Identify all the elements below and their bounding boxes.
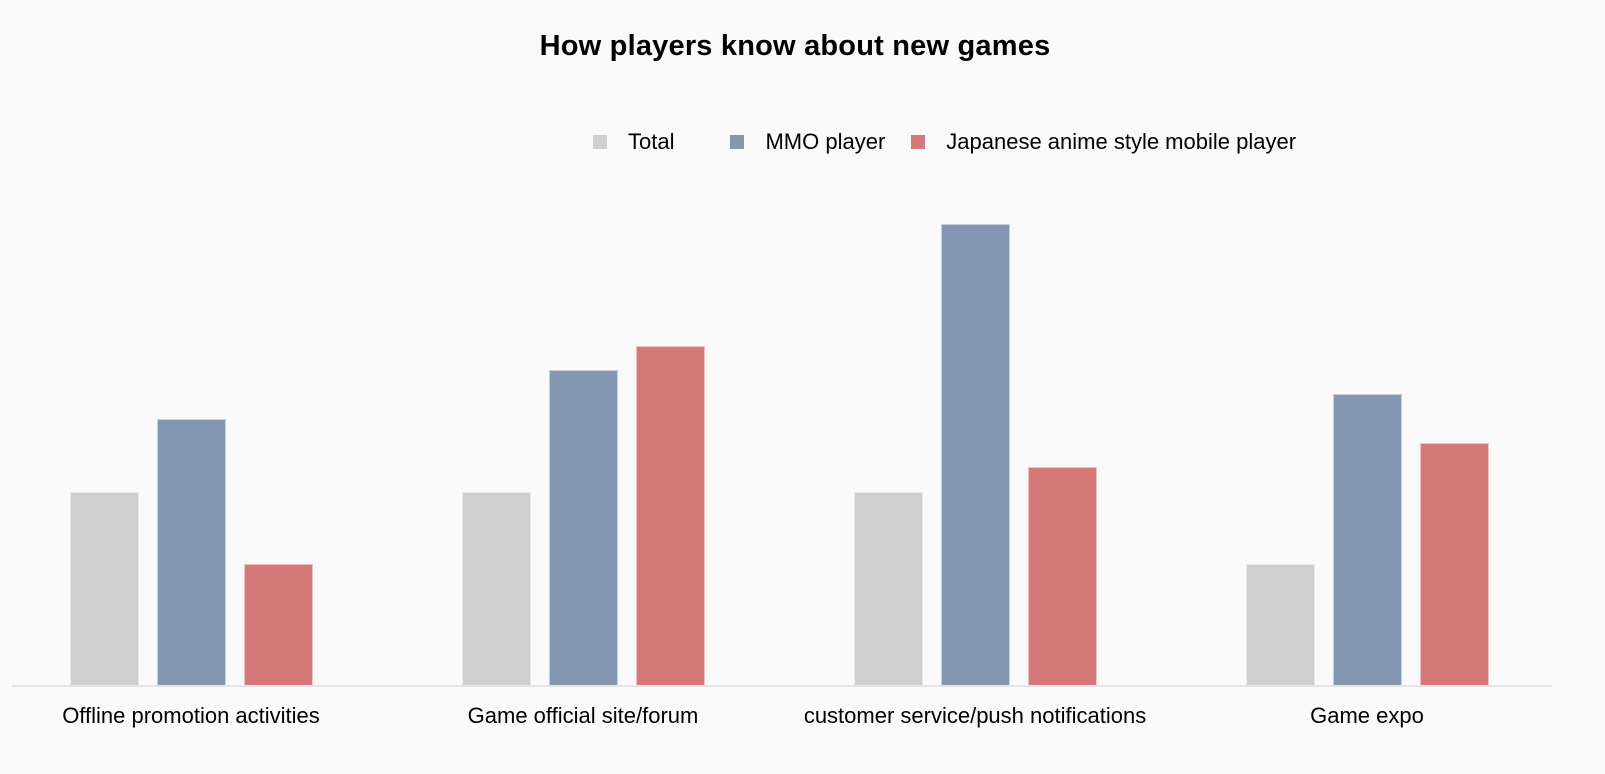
plot-area — [12, 180, 1552, 686]
bar-total-2 — [461, 492, 531, 686]
legend-swatch-total-icon — [593, 135, 607, 149]
bar-mmo-player-4 — [1332, 394, 1402, 686]
chart-title: How players know about new games — [539, 30, 1051, 62]
bar-total-4 — [1245, 564, 1315, 686]
bar-mmo-player-3 — [940, 224, 1010, 686]
legend-label-japanese-anime: Japanese anime style mobile player — [946, 129, 1297, 154]
x-axis-line — [12, 685, 1552, 687]
legend-label-mmo-player: MMO player — [765, 129, 886, 154]
x-axis-label: Game official site/forum — [467, 703, 699, 728]
bar-mmo-player-2 — [548, 370, 618, 686]
legend-label-total: Total — [628, 129, 675, 154]
x-axis-label: customer service/push notifications — [803, 703, 1147, 728]
x-axis-label: Offline promotion activities — [62, 703, 320, 728]
x-axis-label: Game expo — [1310, 703, 1424, 728]
bar-total-3 — [853, 492, 923, 686]
legend-item-mmo-player: MMO player — [730, 129, 885, 155]
bar-japanese-anime-style-mobile-player-1 — [243, 564, 313, 686]
bar-japanese-anime-style-mobile-player-3 — [1027, 467, 1097, 686]
bar-japanese-anime-style-mobile-player-2 — [635, 346, 705, 686]
legend-swatch-japanese-anime-icon — [911, 135, 926, 149]
legend-swatch-mmo-icon — [730, 135, 745, 149]
chart-legend: Total MMO player Japanese anime style mo… — [593, 128, 1322, 156]
bar-total-1 — [69, 492, 139, 686]
legend-item-total: Total — [593, 129, 674, 155]
bar-japanese-anime-style-mobile-player-4 — [1419, 443, 1489, 686]
bar-mmo-player-1 — [156, 419, 226, 686]
legend-item-japanese-anime: Japanese anime style mobile player — [911, 129, 1296, 155]
